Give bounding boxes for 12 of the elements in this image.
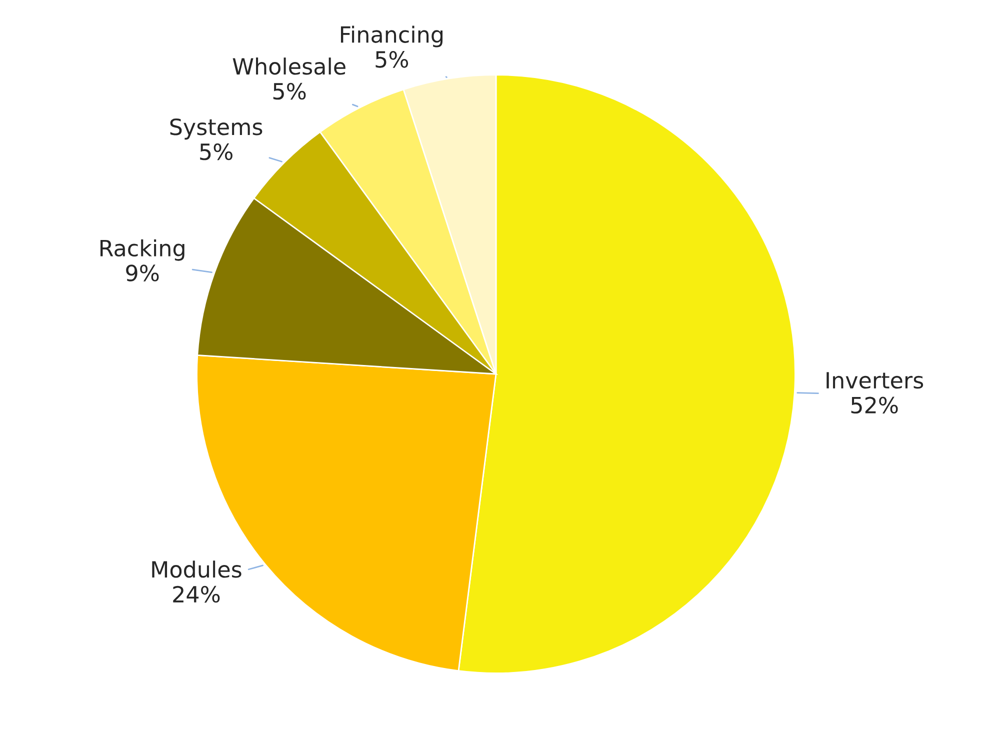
slice-label: Racking: [100, 239, 184, 261]
data-label: 5%: [200, 143, 232, 160]
data-label: 5%: [273, 82, 306, 100]
slice-label: Modules: [152, 560, 242, 578]
data-label: 9%: [126, 264, 159, 282]
slice-label: Wholesale: [232, 58, 346, 75]
data-label: 24%: [173, 586, 220, 603]
data-label: 5%: [376, 51, 408, 68]
slice-label: Inverters: [826, 372, 924, 389]
slice-label: Systems: [170, 118, 262, 140]
slice-label: Financing: [340, 26, 442, 48]
data-label: 52%: [851, 396, 898, 414]
